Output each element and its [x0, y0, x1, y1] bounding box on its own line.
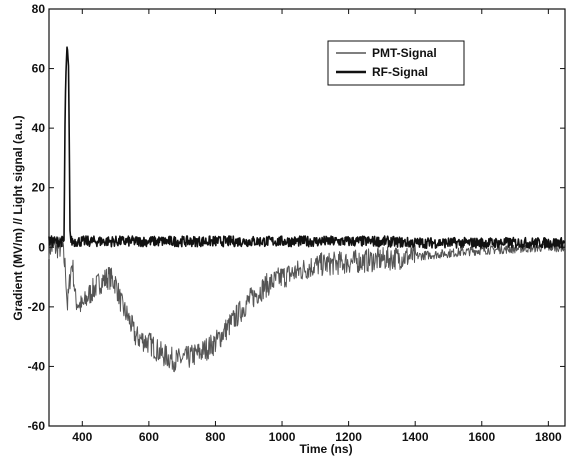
- y-tick-label: 0: [38, 240, 45, 254]
- x-tick-label: 1000: [269, 430, 296, 444]
- y-tick-label: 40: [32, 121, 46, 135]
- axes: [49, 8, 565, 427]
- x-tick-label: 1600: [468, 430, 495, 444]
- x-tick-label: 1800: [535, 430, 562, 444]
- legend-label-rf: RF-Signal: [372, 65, 428, 79]
- y-tick-label: 20: [32, 181, 46, 195]
- x-tick-label: 400: [72, 430, 92, 444]
- y-axis-label: Gradient (MV/m) // Light signal (a.u.): [11, 115, 25, 320]
- series-line-rf-signal: [48, 46, 566, 249]
- y-tick-label: 80: [32, 2, 46, 16]
- x-tick-label: 800: [205, 430, 225, 444]
- tick-labels: 400 600 800 1000 1200 1400 1600 1800 80 60 40 20 0 -2…: [28, 2, 562, 444]
- legend: PMT-Signal RF-Signal: [327, 40, 465, 86]
- y-tick-label: -60: [28, 419, 46, 433]
- legend-label-pmt: PMT-Signal: [372, 46, 437, 60]
- x-tick-label: 1200: [335, 430, 362, 444]
- y-tick-label: -40: [28, 359, 46, 373]
- y-tick-label: 60: [32, 62, 46, 76]
- legend-box: [327, 40, 465, 86]
- x-tick-label: 600: [139, 430, 159, 444]
- plot-area: [48, 8, 566, 427]
- x-tick-label: 1400: [402, 430, 429, 444]
- y-tick-label: -20: [28, 300, 46, 314]
- x-axis-label: Time (ns): [299, 442, 352, 456]
- series-layer: [48, 46, 566, 373]
- series-line-pmt-signal: [48, 236, 566, 373]
- plot-frame: [48, 8, 566, 427]
